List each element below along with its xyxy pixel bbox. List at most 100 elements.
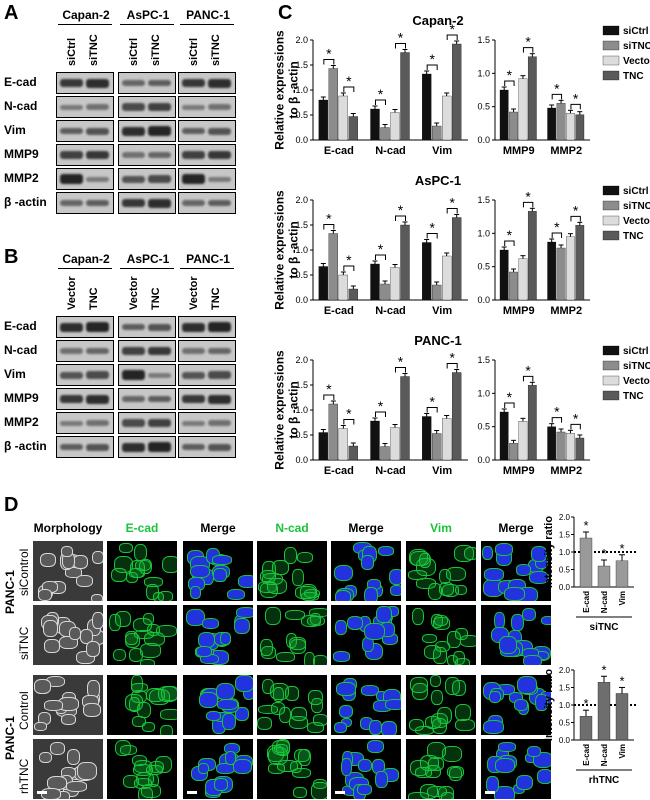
panel-letter-d: D	[4, 494, 19, 516]
cell	[423, 645, 442, 659]
significance-bracket	[551, 417, 563, 423]
x-tick-label: MMP9	[503, 145, 535, 157]
cell-line-title: PANC-1	[186, 252, 230, 266]
x-tick-label: Vim	[618, 744, 627, 759]
x-tick-label: N-cad	[375, 305, 406, 317]
cell	[147, 774, 159, 788]
y-tick-label: 1.5	[477, 195, 490, 205]
significance-star: *	[378, 398, 384, 414]
cell	[49, 742, 65, 755]
title-underline	[120, 268, 174, 269]
bar	[547, 426, 557, 461]
cell	[430, 690, 443, 706]
protein-band	[86, 394, 109, 404]
x-tick-label: MMP9	[503, 465, 535, 477]
y-tick-label: 1.5	[477, 35, 490, 45]
lane-label: siCtrl	[188, 37, 200, 66]
bar	[547, 241, 557, 301]
protein-band	[182, 420, 205, 426]
blot-strip	[118, 72, 176, 94]
legend-label: Vector	[623, 376, 650, 387]
cell	[186, 609, 205, 627]
bar	[615, 693, 629, 741]
cell	[131, 682, 148, 692]
cell	[427, 742, 447, 760]
protein-band	[122, 442, 145, 452]
cell	[189, 585, 202, 599]
cell	[504, 587, 525, 601]
phase-contrast-image	[32, 674, 104, 736]
bar	[390, 267, 400, 301]
blot-strip	[118, 96, 176, 118]
bar	[615, 560, 629, 588]
blot-strip	[178, 340, 236, 362]
cell	[267, 763, 286, 775]
cell	[494, 543, 514, 557]
significance-star: *	[398, 30, 404, 46]
cell	[66, 749, 81, 766]
cell	[272, 559, 289, 575]
protein-band	[122, 396, 145, 402]
scale-bar	[37, 791, 47, 794]
y-tick-label: 1.5	[295, 60, 308, 70]
blot-strip	[178, 168, 236, 190]
y-tick-label: 0.5	[477, 262, 490, 272]
protein-label: N-cad	[4, 99, 38, 113]
cell	[495, 758, 515, 774]
blot-strip	[178, 96, 236, 118]
protein-band	[182, 322, 205, 332]
cell	[482, 545, 494, 561]
cell	[44, 639, 60, 653]
phase-contrast-image	[32, 540, 104, 602]
bar	[499, 411, 509, 461]
y-axis-label: Relative expressionsto β -actin	[273, 350, 301, 470]
cell	[333, 650, 351, 662]
bar	[400, 224, 410, 301]
significance-star: *	[554, 404, 560, 420]
bar	[442, 255, 452, 301]
legend-swatch	[602, 70, 620, 81]
significance-star: *	[619, 673, 624, 688]
title-underline	[120, 24, 174, 25]
blot-strip	[118, 436, 176, 458]
fluorescence-image	[330, 674, 402, 736]
significance-bracket	[551, 93, 563, 100]
fluorescence-image	[330, 540, 402, 602]
legend-swatch	[602, 40, 620, 51]
cell	[483, 568, 504, 582]
protein-band	[182, 443, 205, 451]
bar	[422, 242, 432, 301]
bar	[348, 116, 358, 141]
cell	[303, 588, 321, 599]
cell	[125, 572, 138, 584]
cell	[313, 778, 327, 790]
bar	[556, 103, 566, 141]
bar	[597, 682, 611, 741]
cell	[375, 606, 392, 623]
protein-band	[86, 443, 109, 451]
cell	[523, 655, 542, 665]
y-tick-label: 0.0	[559, 583, 571, 592]
significance-bracket	[395, 215, 406, 221]
bar	[509, 443, 518, 461]
y-tick-label: 1.5	[295, 380, 308, 390]
cell	[483, 719, 504, 735]
legend-label: TNC	[623, 231, 644, 242]
bar	[400, 376, 410, 461]
column-header-ecad: E-cad	[125, 521, 159, 535]
protein-band	[208, 176, 231, 182]
significance-star: *	[449, 21, 455, 37]
protein-band	[86, 348, 109, 354]
y-tick-label: 1.0	[295, 245, 308, 255]
legend-swatch	[602, 185, 620, 196]
protein-band	[122, 323, 145, 331]
protein-band	[60, 174, 83, 184]
y-axis-label: Relative expressionsto β -actin	[273, 30, 301, 150]
protein-band	[122, 370, 145, 380]
cell	[83, 702, 102, 717]
cell	[334, 590, 351, 601]
bar	[579, 537, 593, 588]
blot-strip	[178, 316, 236, 338]
fluorescence-image	[182, 674, 254, 736]
cell	[109, 614, 121, 632]
